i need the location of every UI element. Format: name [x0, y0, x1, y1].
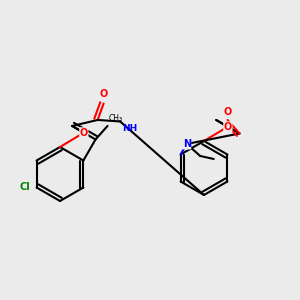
Text: O: O	[80, 128, 88, 138]
Text: O: O	[100, 89, 108, 99]
Text: O: O	[224, 107, 232, 117]
Text: N: N	[183, 139, 191, 149]
Text: Cl: Cl	[20, 182, 31, 193]
Text: O: O	[224, 122, 232, 132]
Text: CH₃: CH₃	[109, 114, 123, 123]
Text: NH: NH	[122, 124, 137, 134]
